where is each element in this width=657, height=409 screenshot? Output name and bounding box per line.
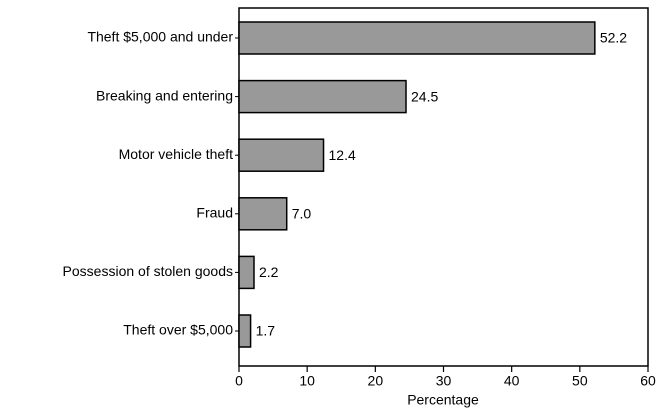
value-label: 24.5 xyxy=(411,88,438,104)
y-tick-label: Theft $5,000 and under xyxy=(87,29,233,45)
value-label: 1.7 xyxy=(256,323,276,339)
x-tick-label: 30 xyxy=(436,373,452,389)
y-tick-label: Breaking and entering xyxy=(96,87,233,103)
x-tick-label: 10 xyxy=(299,373,315,389)
value-label: 12.4 xyxy=(329,147,356,163)
bar xyxy=(238,255,255,290)
bar xyxy=(238,79,407,114)
y-tick-label: Possession of stolen goods xyxy=(63,263,233,279)
bar xyxy=(238,21,596,55)
plot-frame xyxy=(238,7,649,367)
x-axis-label: Percentage xyxy=(407,392,479,408)
y-tick-label: Motor vehicle theft xyxy=(119,146,233,162)
x-tick-label: 40 xyxy=(504,373,520,389)
value-label: 7.0 xyxy=(292,206,312,222)
y-tick-label: Fraud xyxy=(196,205,233,221)
x-tick-label: 0 xyxy=(235,373,243,389)
bar xyxy=(238,197,288,231)
x-tick-label: 20 xyxy=(368,373,384,389)
x-tick-label: 50 xyxy=(572,373,588,389)
bar xyxy=(238,138,325,172)
value-label: 2.2 xyxy=(259,264,279,280)
bar xyxy=(238,314,252,348)
y-tick-label: Theft over $5,000 xyxy=(123,322,233,338)
value-label: 52.2 xyxy=(600,30,627,46)
x-tick-label: 60 xyxy=(640,373,656,389)
